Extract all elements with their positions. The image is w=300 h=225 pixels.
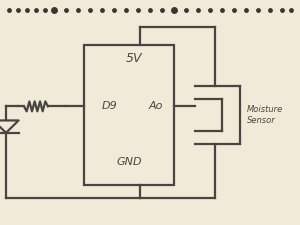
Text: Moisture: Moisture [247,105,283,114]
Text: Ao: Ao [149,101,163,111]
Text: D9: D9 [102,101,118,111]
Text: GND: GND [116,157,142,167]
Text: Sensor: Sensor [247,116,275,125]
Text: 5V: 5V [125,52,142,65]
